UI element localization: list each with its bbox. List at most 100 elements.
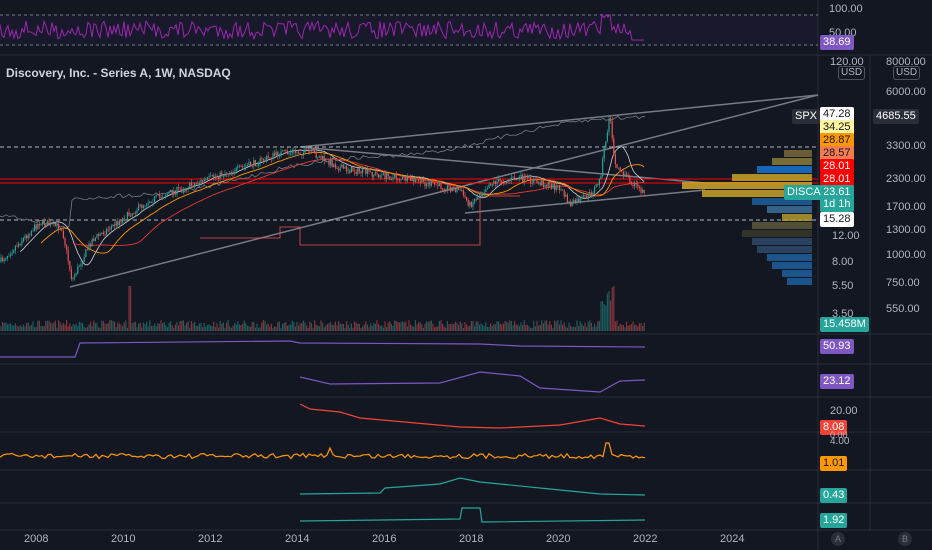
volume-bar xyxy=(170,321,172,331)
x-tick-2008: 2008 xyxy=(24,533,49,545)
volume-bar xyxy=(83,326,85,331)
volume-bar xyxy=(395,321,397,331)
volume-bar xyxy=(581,323,583,331)
candle-body xyxy=(152,202,154,203)
volume-bar xyxy=(430,320,432,331)
volume-bar xyxy=(491,325,493,331)
volume-bar xyxy=(317,325,319,331)
candle-body xyxy=(483,192,485,194)
spx-tag[interactable]: SPX xyxy=(792,109,821,124)
volume-profile-row xyxy=(757,246,812,253)
candle-body xyxy=(515,178,517,181)
volume-profile-row xyxy=(742,230,812,237)
volume-bar xyxy=(595,326,597,331)
candle-body xyxy=(291,151,293,154)
candle-body xyxy=(238,165,240,167)
volume-bar xyxy=(339,323,341,331)
volume-bar xyxy=(635,325,637,331)
volume-bar xyxy=(259,327,261,331)
volume-bar xyxy=(376,320,378,331)
candle-body xyxy=(158,194,160,197)
currency-right[interactable]: USD xyxy=(893,66,921,80)
volume-bar xyxy=(270,323,272,331)
volume-bar xyxy=(325,325,327,331)
candle-body xyxy=(336,167,338,169)
scale-mode-button-b[interactable]: B xyxy=(898,532,912,546)
volume-bar xyxy=(221,323,223,331)
candle-body xyxy=(331,160,333,167)
ma-white-line xyxy=(19,146,645,266)
volume-bar xyxy=(616,320,618,331)
volume-bar xyxy=(56,327,58,331)
candle-body xyxy=(573,199,575,203)
volume-bar xyxy=(275,326,277,331)
disca-tag[interactable]: DISCA xyxy=(784,185,824,200)
candle-body xyxy=(293,150,295,152)
volume-bar xyxy=(531,327,533,331)
candle-body xyxy=(264,159,266,161)
candle-body xyxy=(378,173,380,178)
candle-body xyxy=(139,204,141,206)
volume-bar xyxy=(128,286,130,331)
candle-body xyxy=(66,245,68,250)
candle-body xyxy=(5,258,7,260)
indicator-line-6 xyxy=(299,507,646,523)
volume-bar xyxy=(104,323,106,331)
volume-bar xyxy=(277,322,279,331)
volume-bar xyxy=(475,321,477,331)
indicator-6-value: 1.92 xyxy=(820,513,848,528)
volume-bar xyxy=(258,327,260,331)
candle-body xyxy=(251,165,253,167)
indicator-4-tick: 4.00 xyxy=(830,436,850,447)
candle-body xyxy=(538,182,540,184)
currency-main[interactable]: USD xyxy=(838,66,866,80)
volume-bar xyxy=(205,326,207,331)
candle-body xyxy=(205,179,207,180)
volume-bar xyxy=(298,325,300,331)
volume-bar xyxy=(464,322,466,331)
candle-body xyxy=(165,195,167,198)
volume-bar xyxy=(387,322,389,331)
candle-body xyxy=(299,153,301,155)
volume-bar xyxy=(21,326,23,331)
scale-mode-button-a[interactable]: A xyxy=(831,532,845,546)
volume-bar xyxy=(152,325,154,331)
candle-body xyxy=(587,193,589,199)
volume-bar xyxy=(190,321,192,331)
candle-body xyxy=(237,165,239,168)
candle-body xyxy=(434,182,436,185)
volume-bar xyxy=(45,320,47,331)
volume-bar xyxy=(507,323,509,331)
candle-body xyxy=(141,205,143,208)
x-tick-2020: 2020 xyxy=(546,533,571,545)
candle-body xyxy=(570,201,572,207)
volume-bar xyxy=(598,320,600,331)
candle-body xyxy=(368,169,370,172)
volume-bar xyxy=(450,324,452,331)
volume-bar xyxy=(544,320,546,331)
volume-bar xyxy=(346,321,348,331)
candle-body xyxy=(622,171,624,176)
candle-body xyxy=(381,174,383,176)
volume-bar xyxy=(285,321,287,331)
volume-profile-row xyxy=(772,158,812,165)
volume-bar xyxy=(213,321,215,331)
volume-bar xyxy=(149,320,151,331)
candle-body xyxy=(37,223,39,230)
candle-body xyxy=(53,222,55,224)
spx-tick: 1300.00 xyxy=(886,224,926,236)
volume-bar xyxy=(622,324,624,331)
volume-bar xyxy=(520,322,522,331)
x-tick-2010: 2010 xyxy=(111,533,136,545)
volume-bar xyxy=(418,322,420,331)
candle-body xyxy=(192,185,194,188)
candle-body xyxy=(405,177,407,182)
volume-bar xyxy=(86,326,88,331)
candle-body xyxy=(357,168,359,174)
volume-profile-row xyxy=(782,214,812,221)
price-label-34: 34.25 xyxy=(820,120,854,135)
volume-bar xyxy=(555,321,557,331)
candle-body xyxy=(174,190,176,195)
candle-body xyxy=(246,165,248,167)
